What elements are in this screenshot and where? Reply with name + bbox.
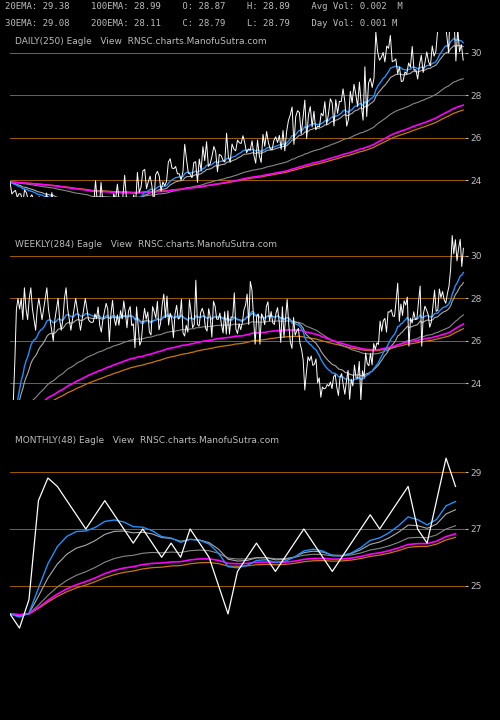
Text: MONTHLY(48) Eagle   View  RNSC.charts.ManofuSutra.com: MONTHLY(48) Eagle View RNSC.charts.Manof… <box>14 436 278 445</box>
Text: WEEKLY(284) Eagle   View  RNSC.charts.ManofuSutra.com: WEEKLY(284) Eagle View RNSC.charts.Manof… <box>14 240 276 248</box>
Text: 20EMA: 29.38    100EMA: 28.99    O: 28.87    H: 28.89    Avg Vol: 0.002  M: 20EMA: 29.38 100EMA: 28.99 O: 28.87 H: 2… <box>5 2 403 11</box>
Text: 30EMA: 29.08    200EMA: 28.11    C: 28.79    L: 28.79    Day Vol: 0.001 M: 30EMA: 29.08 200EMA: 28.11 C: 28.79 L: 2… <box>5 19 398 27</box>
Text: DAILY(250) Eagle   View  RNSC.charts.ManofuSutra.com: DAILY(250) Eagle View RNSC.charts.Manofu… <box>14 37 266 45</box>
